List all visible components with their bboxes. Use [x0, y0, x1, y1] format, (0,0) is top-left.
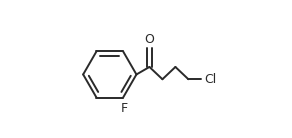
- Text: O: O: [145, 33, 154, 46]
- Text: F: F: [121, 102, 128, 115]
- Text: Cl: Cl: [204, 73, 216, 86]
